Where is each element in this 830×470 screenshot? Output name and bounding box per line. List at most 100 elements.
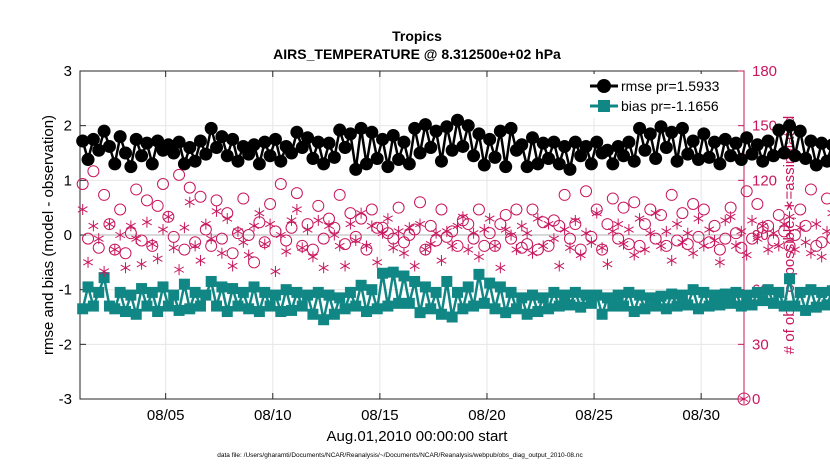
asterisk-stroke xyxy=(666,257,677,264)
possible-point xyxy=(392,201,405,214)
asterisk-stroke xyxy=(763,246,774,253)
assimilated-point xyxy=(350,234,361,246)
rmse-point xyxy=(563,162,577,176)
assimilated-point xyxy=(693,213,704,225)
possible-point xyxy=(815,236,828,249)
possible-point xyxy=(194,190,207,203)
asterisk-stroke xyxy=(725,213,736,220)
asterisk-stroke xyxy=(752,235,763,242)
rmse-point xyxy=(215,130,229,144)
rmse-point xyxy=(670,154,684,168)
bias-point xyxy=(607,300,619,312)
possible-point xyxy=(794,203,807,216)
asterisk-stroke xyxy=(243,251,254,259)
rmse-point xyxy=(338,141,352,155)
assimilated-point xyxy=(730,240,741,252)
assimilated-point xyxy=(564,242,575,254)
assimilated-point xyxy=(104,218,115,230)
bias-point xyxy=(275,306,287,318)
bias-point xyxy=(334,292,346,304)
assimilated-point xyxy=(570,214,581,226)
possible-point xyxy=(237,192,250,205)
possible-point xyxy=(510,203,523,216)
asterisk-stroke xyxy=(527,250,538,257)
asterisk-stroke xyxy=(441,228,452,235)
assimilated-point xyxy=(398,247,409,259)
assimilated-point xyxy=(779,218,790,230)
asterisk-stroke xyxy=(265,220,276,228)
possible-point xyxy=(424,219,437,232)
bias-point xyxy=(660,303,672,315)
possible-point xyxy=(248,256,261,269)
rmse-point xyxy=(606,157,620,171)
possible-point xyxy=(478,239,491,252)
assimilated-point xyxy=(356,207,367,219)
assimilated-point xyxy=(516,220,527,232)
asterisk-stroke xyxy=(190,242,201,250)
bias-point xyxy=(232,300,244,312)
asterisk-stroke xyxy=(747,217,758,224)
asterisk-stroke xyxy=(575,251,586,259)
assimilated-point xyxy=(463,244,474,256)
rmse-point xyxy=(408,121,422,135)
possible-point xyxy=(173,168,186,181)
asterisk-stroke xyxy=(275,231,286,239)
bias-point xyxy=(243,303,255,315)
chart-subtitle: AIRS_TEMPERATURE @ 8.312500e+02 hPa xyxy=(273,46,561,62)
assimilated-point xyxy=(436,255,447,267)
rmse-point xyxy=(493,124,507,138)
assimilated-point xyxy=(666,255,677,267)
bias-point xyxy=(355,279,367,291)
bias-point xyxy=(784,273,796,285)
bias-point xyxy=(136,283,148,295)
bias-point xyxy=(259,286,271,298)
assimilated-point xyxy=(789,244,800,256)
possible-point xyxy=(215,232,228,245)
assimilated-point xyxy=(377,227,388,239)
assimilated-point xyxy=(484,213,495,225)
left-tick-label: -2 xyxy=(59,336,72,353)
rmse-point xyxy=(333,123,347,137)
rmse-point xyxy=(809,158,823,172)
assimilated-point xyxy=(345,218,356,230)
assimilated-point xyxy=(147,238,158,250)
assimilated-point xyxy=(88,220,99,232)
bias-point xyxy=(687,284,699,296)
bias-point xyxy=(757,295,769,307)
asterisk-stroke xyxy=(104,220,115,228)
rmse-point xyxy=(691,153,705,167)
asterisk-stroke xyxy=(211,208,222,215)
asterisk-stroke xyxy=(602,260,613,268)
asterisk-stroke xyxy=(473,253,484,261)
asterisk-stroke xyxy=(313,217,324,224)
bias-point xyxy=(666,288,678,300)
assimilated-point xyxy=(452,220,463,232)
assimilated-point xyxy=(447,240,458,252)
possible-point xyxy=(312,199,325,212)
bias-point xyxy=(789,300,801,312)
possible-point xyxy=(264,198,277,211)
assimilated-point xyxy=(206,233,217,245)
assimilated-point xyxy=(618,238,629,250)
bias-point xyxy=(441,275,453,287)
assimilated-point xyxy=(704,224,715,236)
bias-point xyxy=(371,303,383,315)
rmse-point xyxy=(295,141,309,155)
bias-point xyxy=(746,299,758,311)
asterisk-stroke xyxy=(741,251,752,259)
asterisk-stroke xyxy=(195,257,206,264)
possible-point xyxy=(183,181,196,194)
possible-point xyxy=(397,236,410,249)
possible-point xyxy=(788,229,801,241)
assimilated-point xyxy=(275,229,286,241)
bias-point xyxy=(366,284,378,296)
bias-point xyxy=(152,306,164,318)
asterisk-stroke xyxy=(618,240,629,248)
legend-rmse-marker xyxy=(597,79,611,93)
rmse-point xyxy=(729,136,743,150)
x-tick-label: 08/15 xyxy=(361,407,399,424)
bias-point xyxy=(826,285,830,297)
rmse-point xyxy=(654,120,668,134)
bias-point xyxy=(634,289,646,301)
asterisk-stroke xyxy=(420,246,431,253)
